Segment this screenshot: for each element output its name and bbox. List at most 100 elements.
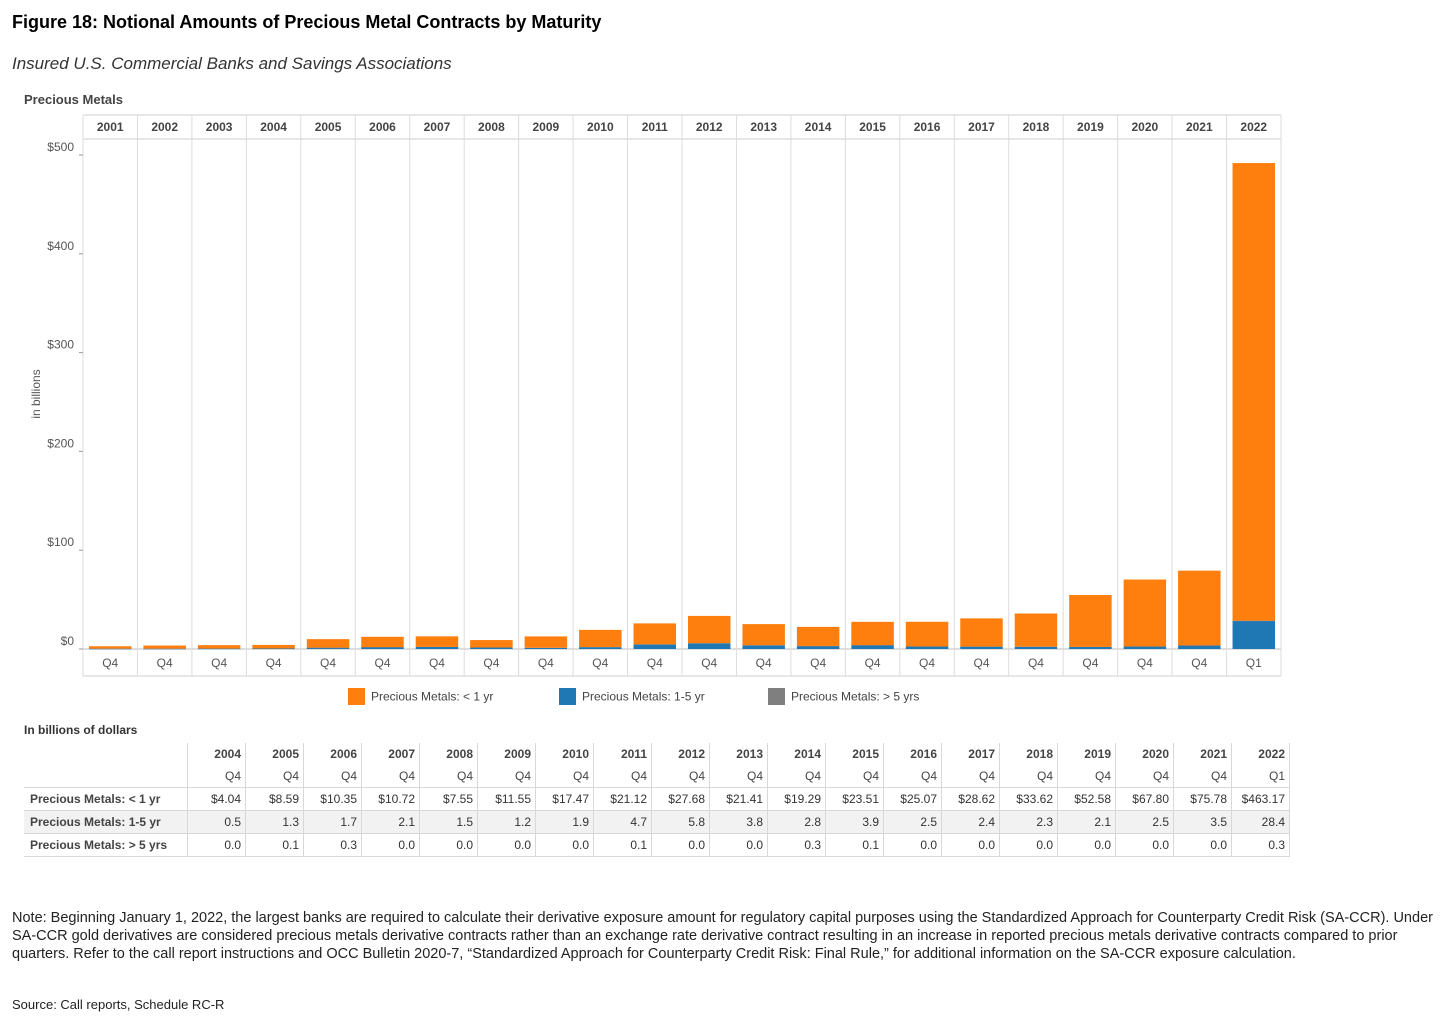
bar-segment [1178,570,1221,646]
bar-segment [905,621,949,647]
quarter-label: Q4 [756,656,772,670]
table-year-header: 2007 [361,743,420,765]
bar-segment [851,645,894,649]
year-header: 2007 [424,120,451,134]
figure-title: Figure 18: Notional Amounts of Precious … [12,12,602,32]
table-year-header: 2014 [767,743,826,765]
legend-label-gt5yr: Precious Metals: > 5 yrs [791,689,920,704]
table-quarter-header: Q4 [1173,765,1232,788]
bar-segment [1069,646,1112,649]
table-cell: 0.0 [535,833,594,857]
year-header: 2011 [642,120,668,134]
year-header: 2010 [587,120,614,134]
year-header: 2018 [1023,120,1050,134]
bar-segment [633,644,677,649]
year-header: 2002 [151,120,178,134]
y-tick-label: $100 [47,535,74,549]
table-cell: $21.41 [709,787,768,811]
year-header: 2005 [315,120,342,134]
year-header: 2008 [478,120,505,134]
table-cell: 0.3 [303,833,362,857]
table-cell: 1.9 [535,810,594,834]
table-cell: $27.68 [651,787,710,811]
bar-segment [960,618,1003,647]
bar-segment [361,636,404,648]
table-year-header: 2020 [1115,743,1174,765]
table-year-header: 2010 [535,743,594,765]
bar-segment [415,636,459,647]
quarter-label: Q4 [919,656,935,670]
figure-source: Source: Call reports, Schedule RC-R [12,997,225,1012]
table-year-header: 2012 [651,743,710,765]
table-cell: 1.5 [419,810,478,834]
table-quarter-header: Q4 [187,765,246,788]
bar-segment [306,647,350,649]
y-axis-label: in billions [29,369,43,418]
bar-segment [851,621,894,646]
table-cell: 0.0 [1115,833,1174,857]
table-cell: 0.0 [709,833,768,857]
table-year-header: 2013 [709,743,768,765]
table-quarter-header: Q4 [825,765,884,788]
quarter-label: Q4 [1191,656,1207,670]
legend-item-lt1yr: Precious Metals: < 1 yr [348,688,493,705]
quarter-label: Q4 [374,656,390,670]
bar-segment [633,644,677,645]
table-cell: 0.0 [1173,833,1232,857]
table-row: Precious Metals: < 1 yr $4.04 $8.59 $10.35 $… [24,787,1290,811]
table-cell: 0.0 [361,833,420,857]
year-header: 2019 [1077,120,1104,134]
table-quarter-header: Q4 [941,765,1000,788]
table-year-header: 2009 [477,743,536,765]
table-quarter-header: Q4 [883,765,942,788]
y-tick-label: $500 [47,140,74,154]
year-header: 2015 [859,120,886,134]
table-year-header: 2018 [999,743,1058,765]
table-year-header: 2016 [883,743,942,765]
legend-swatch-lt1yr [348,688,365,705]
quarter-label: Q4 [647,656,663,670]
table-cell: 0.0 [477,833,536,857]
table-row: Precious Metals: 1-5 yr 0.5 1.3 1.7 2.1 1.5 1.… [24,810,1290,834]
table-cell: $17.47 [535,787,594,811]
table-cell: 2.1 [361,810,420,834]
table-header-quarters: Q4 Q4 Q4 Q4 Q4 Q4 Q4 Q4 Q4 Q4 Q4 Q4 Q4 Q4 Q4 Q4 Q4 Q4 Q1 [24,765,1290,788]
y-tick-label: $200 [47,436,74,450]
year-header: 2020 [1132,120,1159,134]
bar-segment [742,624,785,646]
bar-segment [252,648,295,650]
bar-segment [88,646,132,649]
table-year-header: 2006 [303,743,362,765]
bar-segment [361,647,404,649]
quarter-label: Q4 [973,656,989,670]
table-year-header: 2004 [187,743,246,765]
bar-segment [197,648,241,650]
table-cell: 1.2 [477,810,536,834]
year-header: 2021 [1186,120,1213,134]
table-cell: 0.3 [1231,833,1290,857]
table-cell: 0.0 [187,833,246,857]
bar-segment [252,644,295,649]
bar-segment [470,640,513,648]
year-header: 2006 [369,120,396,134]
table-cell: 4.7 [593,810,652,834]
table-cell: 3.5 [1173,810,1232,834]
table-cell: 0.0 [651,833,710,857]
table-cell: 0.0 [999,833,1058,857]
table-header-years: 2004 2005 2006 2007 2008 2009 2010 2011 2012 2013… [24,743,1290,765]
year-header: 2017 [968,120,995,134]
quarter-label: Q4 [592,656,608,670]
quarter-label: Q4 [865,656,881,670]
quarter-label: Q4 [429,656,445,670]
bar-segment [1178,645,1221,649]
table-cell: 2.4 [941,810,1000,834]
quarter-label: Q4 [701,656,717,670]
table-cell: 3.9 [825,810,884,834]
table-cell: $463.17 [1231,787,1290,811]
table-label: In billions of dollars [24,723,138,737]
table-cell: $21.12 [593,787,652,811]
bar-segment [579,647,622,649]
table-year-header: 2022 [1231,743,1290,765]
bar-segment [306,639,350,648]
table-cell: $8.59 [245,787,304,811]
